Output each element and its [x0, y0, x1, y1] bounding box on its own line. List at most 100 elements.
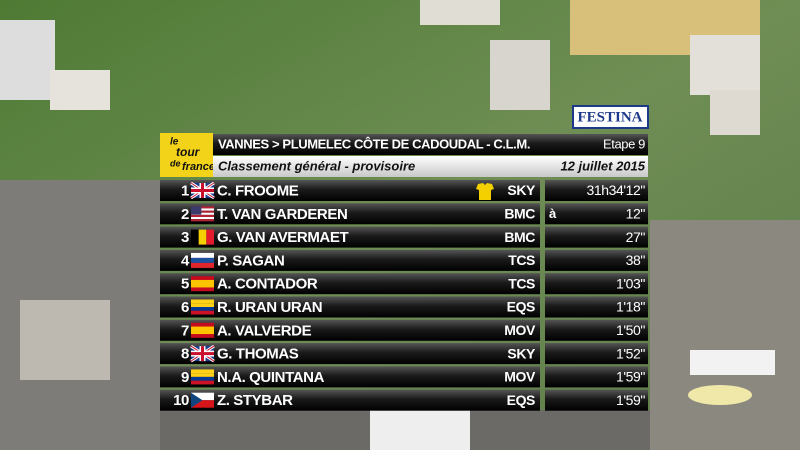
time-box [545, 343, 648, 365]
flag-part [191, 208, 214, 211]
rider-name: P. SAGAN [217, 252, 284, 269]
flag-part [191, 217, 214, 220]
flag-part [191, 229, 199, 245]
sponsor-box [572, 105, 649, 129]
flag [191, 229, 214, 245]
row-bar [160, 249, 540, 271]
time: 1'50" [616, 322, 645, 338]
time-box [545, 296, 648, 318]
flag-part [191, 206, 202, 215]
flag-part [191, 219, 214, 222]
flag-part [191, 252, 214, 258]
time: 38" [626, 252, 646, 268]
row-bar [160, 203, 540, 225]
logo-text: france [182, 161, 215, 173]
flag [191, 276, 214, 292]
flag-part [191, 257, 214, 263]
time: 27" [626, 229, 646, 245]
rider-name: A. VALVERDE [217, 322, 312, 339]
flag-part [191, 214, 214, 218]
flag-part [191, 262, 214, 268]
time: 1'59" [616, 369, 645, 385]
logo-box [160, 133, 213, 177]
standings-table: 1 C. FROOME SKY 31h34'12" 2 T. VAN GARDEREN BM… [160, 180, 648, 411]
time: 1'03" [616, 275, 645, 291]
flag [191, 392, 214, 408]
team: MOV [504, 369, 536, 385]
yellow-jersey [476, 183, 494, 200]
flag-part [191, 392, 203, 408]
team: SKY [507, 345, 536, 361]
flag-part [191, 303, 214, 307]
rank: 4 [181, 252, 190, 269]
time-box [545, 249, 648, 271]
time-box [545, 180, 648, 201]
flag-part [191, 206, 214, 209]
flag-part [191, 380, 214, 385]
rider-name: N.A. QUINTANA [217, 369, 325, 386]
team: EQS [507, 392, 535, 408]
time-box [545, 273, 648, 295]
rank: 1 [181, 182, 189, 199]
rank: 7 [181, 322, 189, 339]
time-box [545, 389, 648, 411]
time: 1'59" [616, 392, 645, 408]
rank: 10 [173, 392, 189, 409]
gap-prefix: à [549, 206, 557, 221]
flag-part [191, 299, 214, 304]
rider-name: G. THOMAS [217, 346, 299, 363]
time-box [545, 226, 648, 248]
rider-name: A. CONTADOR [217, 276, 318, 293]
time: 1'18" [616, 299, 645, 315]
flag-part [191, 369, 214, 374]
rank: 5 [181, 276, 189, 293]
flag [191, 206, 214, 222]
team: SKY [507, 182, 536, 198]
flag-part [191, 326, 214, 335]
flag-part [191, 310, 214, 315]
subheader-bar [213, 156, 648, 177]
time-box [545, 319, 648, 341]
row-bar [160, 366, 540, 388]
flag [191, 252, 214, 268]
rider-name: R. URAN URAN [217, 299, 322, 316]
flag-part [191, 376, 214, 381]
rank: 8 [181, 346, 189, 363]
logo-text: tour [176, 145, 201, 159]
team: BMC [504, 206, 535, 222]
rider-name: C. FROOME [217, 182, 299, 199]
logo-text: de [170, 158, 181, 168]
header-bar [213, 134, 648, 155]
row-bar [160, 226, 540, 248]
row-bar [160, 343, 540, 365]
time: 31h34'12" [586, 182, 645, 198]
row-bar [160, 319, 540, 341]
time-box [545, 203, 648, 225]
rider-name: G. VAN AVERMAET [217, 229, 348, 246]
flag-part [191, 279, 214, 288]
rank: 6 [181, 299, 189, 316]
row-bar [160, 180, 540, 201]
row-bar [160, 296, 540, 318]
time: 1'52" [616, 345, 645, 361]
flag-part [191, 212, 214, 215]
flag [191, 369, 214, 385]
rank: 3 [181, 229, 189, 246]
time: 12" [626, 206, 646, 222]
row-bar [160, 389, 540, 411]
flag-part [191, 210, 214, 213]
flag-part [191, 373, 214, 377]
flag-part [191, 307, 214, 311]
flag-part [191, 400, 214, 408]
stage-route: VANNES > PLUMELEC CÔTE DE CADOUDAL - C.L… [218, 136, 530, 151]
flag-part [201, 183, 204, 198]
flag [191, 299, 214, 315]
rider-name: Z. STYBAR [217, 392, 293, 409]
team: MOV [504, 322, 536, 338]
flag [190, 181, 215, 200]
team: BMC [504, 229, 535, 245]
time-box [545, 366, 648, 388]
flag-part [201, 346, 204, 362]
